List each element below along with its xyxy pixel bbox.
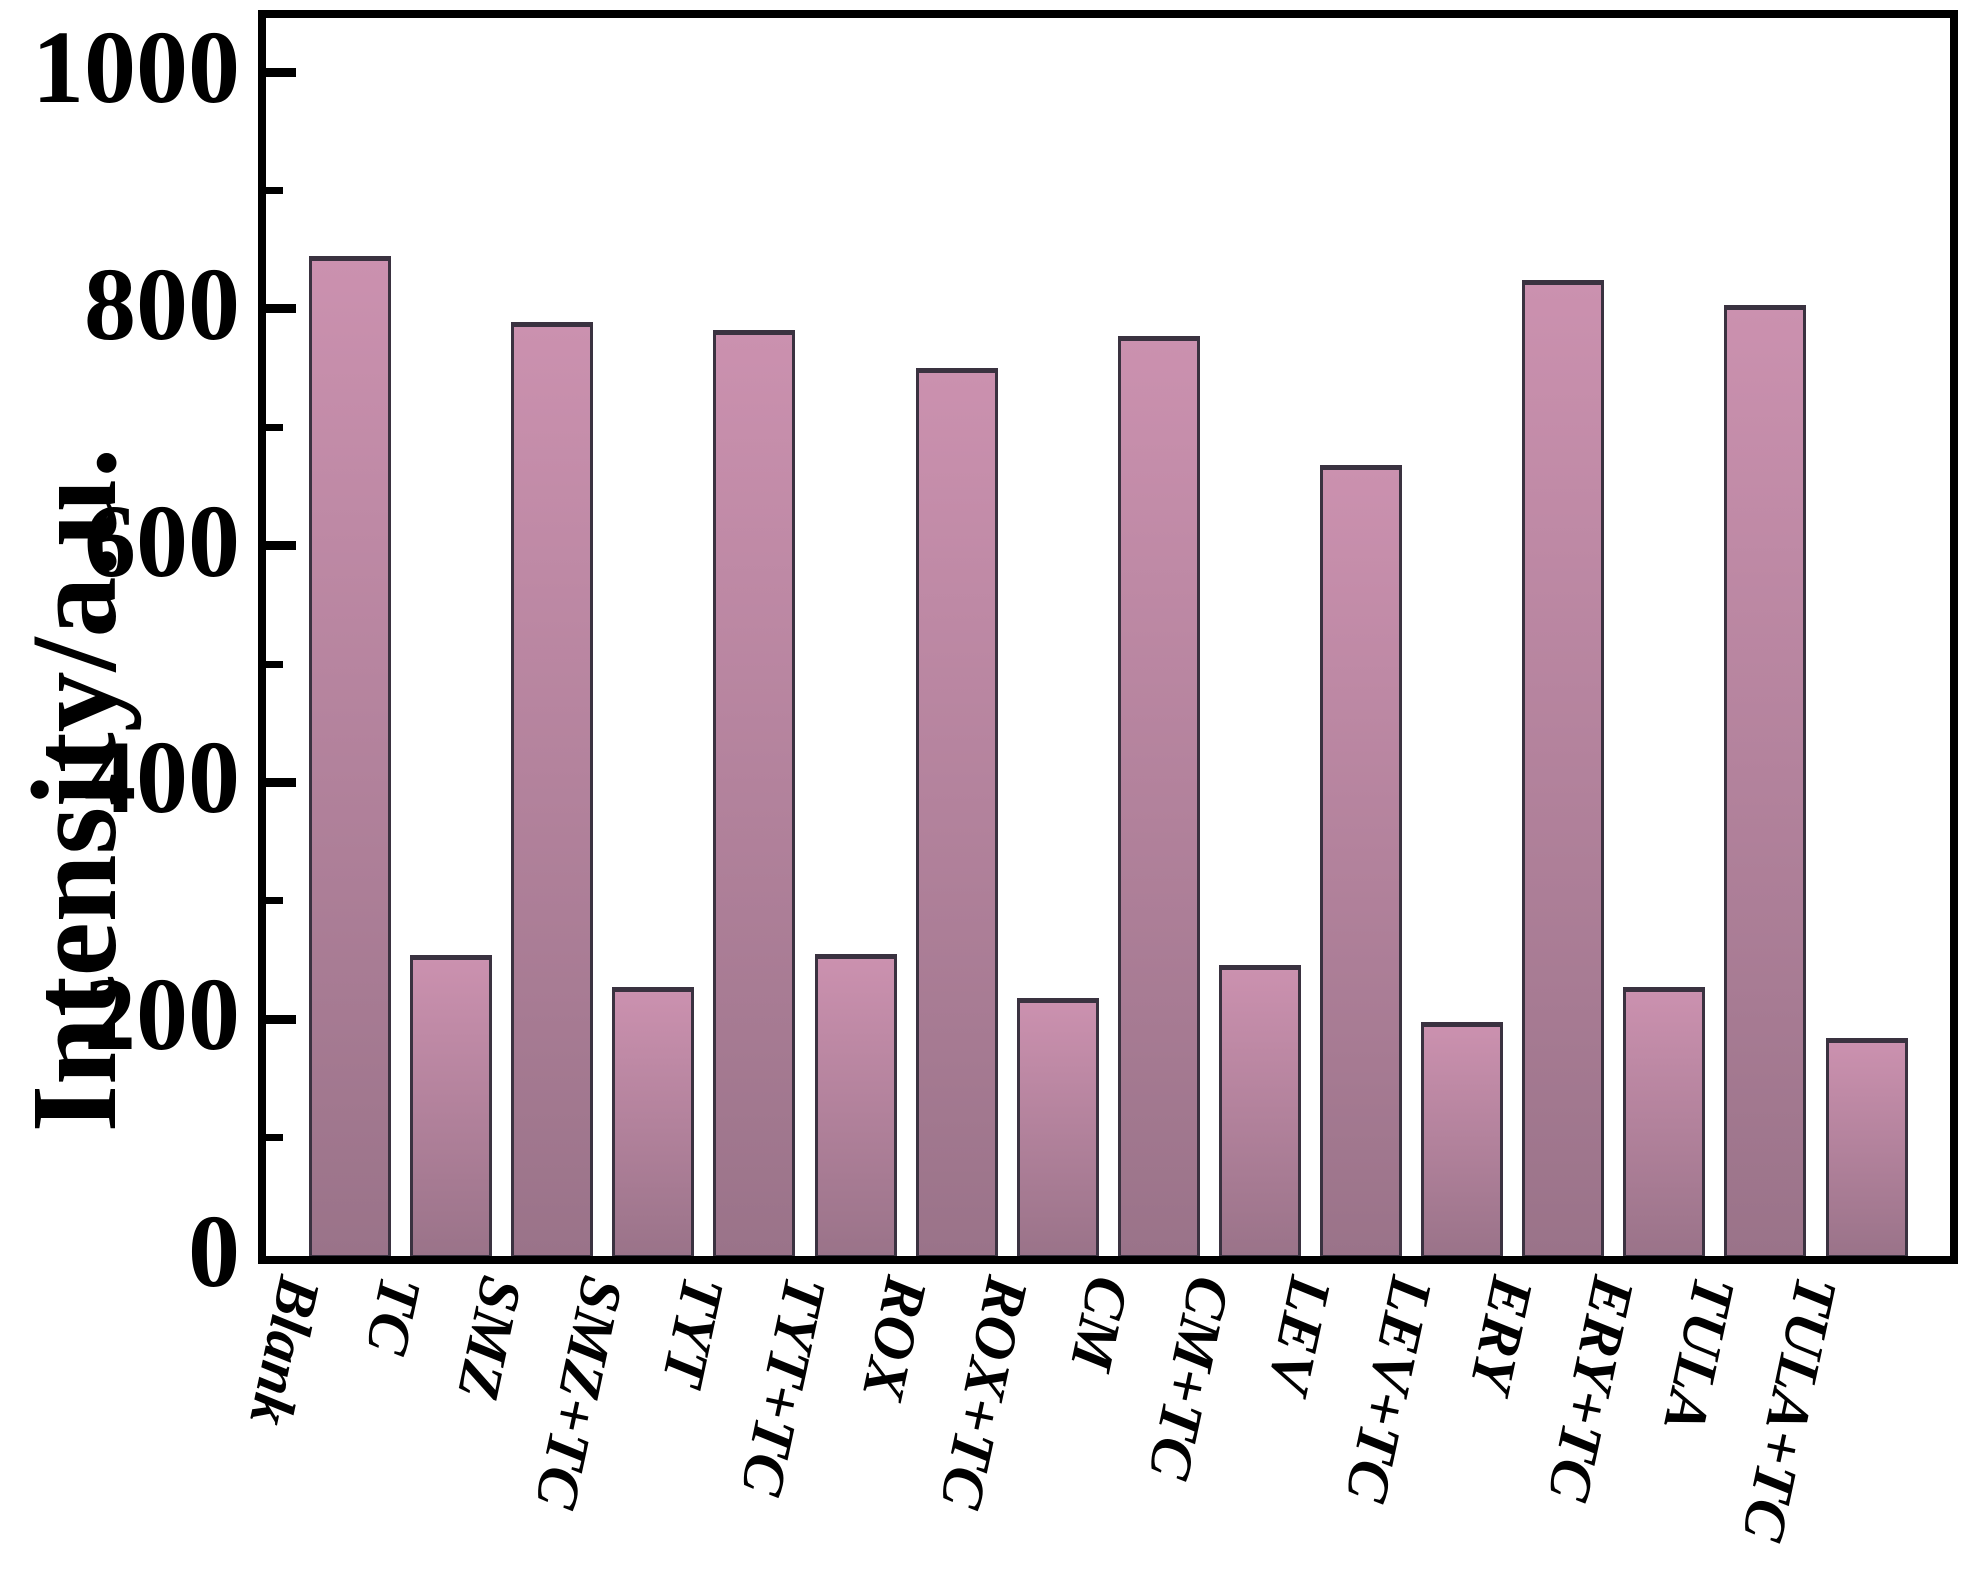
- y-major-tick-800: [266, 304, 296, 314]
- bar-tc: [410, 955, 493, 1258]
- x-tick-label-smz-plus-tc: SMZ+TC: [522, 1270, 637, 1514]
- bar-cm-plus-tc: [1218, 964, 1301, 1258]
- bar-lev-plus-tc: [1421, 1021, 1504, 1258]
- x-tick-label-lev: LEV: [1255, 1270, 1344, 1399]
- bar-blank: [309, 255, 391, 1258]
- y-minor-tick-900: [266, 186, 283, 194]
- y-major-tick-400: [266, 777, 296, 787]
- bar-lev: [1320, 465, 1402, 1258]
- bar-rox-plus-tc: [1016, 997, 1099, 1258]
- bar-cm: [1117, 336, 1200, 1258]
- bar-ery: [1522, 280, 1605, 1258]
- bar-tyt: [713, 330, 796, 1258]
- y-tick-label-400: 400: [84, 720, 240, 836]
- x-tick-label-rox-plus-tc: ROX+TC: [927, 1270, 1041, 1514]
- x-tick-label-tyt: TYT: [649, 1270, 738, 1393]
- x-tick-label-tula: TULA: [1651, 1270, 1749, 1438]
- y-major-tick-600: [266, 541, 296, 551]
- x-tick-label-tc: TC: [353, 1270, 435, 1360]
- bar-tula: [1724, 305, 1807, 1258]
- x-tick-label-cm-plus-tc: CM+TC: [1135, 1270, 1243, 1485]
- x-tick-label-rox: ROX: [849, 1270, 940, 1406]
- y-minor-tick-700: [266, 423, 283, 431]
- x-tick-label-smz: SMZ: [444, 1270, 536, 1406]
- bar-smz-plus-tc: [612, 987, 695, 1258]
- bar-rox: [915, 368, 998, 1258]
- y-tick-label-1000: 1000: [32, 9, 240, 125]
- x-tick-label-ery-plus-tc: ERY+TC: [1535, 1270, 1648, 1507]
- x-tick-label-blank: Blank: [237, 1270, 333, 1432]
- y-major-tick-1000: [266, 67, 296, 77]
- x-tick-label-tyt-plus-tc: TYT+TC: [727, 1270, 839, 1501]
- y-minor-tick-300: [266, 897, 283, 905]
- bar-tula-plus-tc: [1825, 1038, 1908, 1258]
- y-tick-label-600: 600: [84, 483, 240, 599]
- x-tick-label-tula-plus-tc: TULA+TC: [1729, 1270, 1850, 1547]
- y-tick-label-200: 200: [84, 957, 240, 1073]
- y-minor-tick-100: [266, 1134, 283, 1142]
- y-tick-label-800: 800: [84, 246, 240, 362]
- bar-tyt-plus-tc: [814, 954, 897, 1258]
- x-tick-label-cm: CM: [1057, 1270, 1142, 1376]
- x-tick-label-lev-plus-tc: LEV+TC: [1333, 1270, 1446, 1508]
- x-tick-label-ery: ERY: [1457, 1270, 1547, 1398]
- y-minor-tick-500: [266, 660, 283, 668]
- y-major-tick-200: [266, 1014, 296, 1024]
- y-tick-label-0: 0: [188, 1193, 240, 1309]
